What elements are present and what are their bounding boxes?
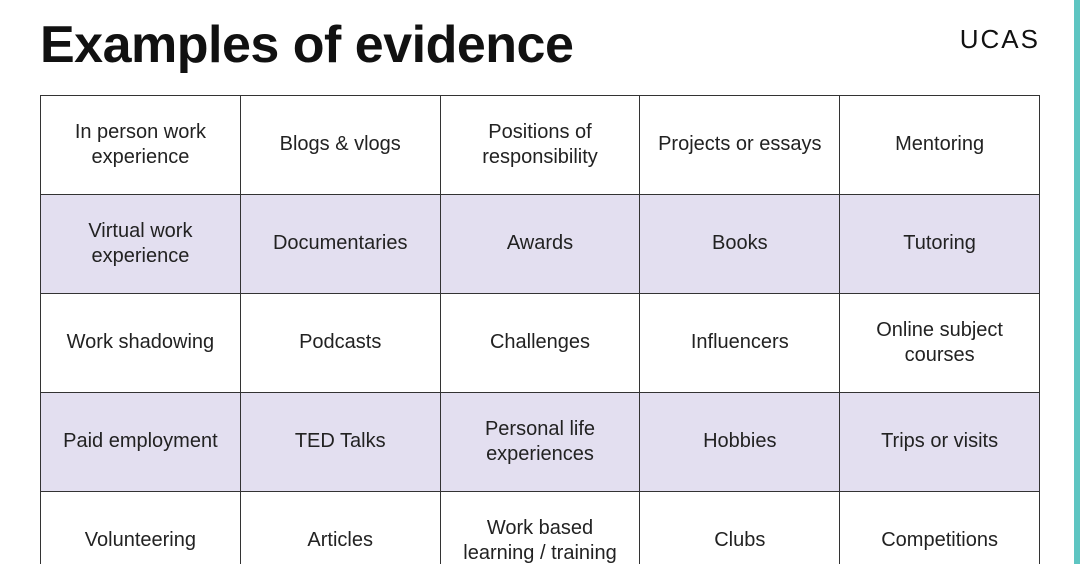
cell: Tutoring — [840, 194, 1040, 293]
cell: In person work experience — [41, 95, 241, 194]
cell: Online subject courses — [840, 293, 1040, 392]
slide-container: Examples of evidence UCAS In person work… — [0, 0, 1080, 564]
cell: Trips or visits — [840, 392, 1040, 491]
cell: Articles — [240, 491, 440, 564]
table-wrap: In person work experience Blogs & vlogs … — [40, 95, 1040, 564]
cell: Work based learning / training — [440, 491, 640, 564]
cell: TED Talks — [240, 392, 440, 491]
table-row: Work shadowing Podcasts Challenges Influ… — [41, 293, 1040, 392]
cell: Awards — [440, 194, 640, 293]
cell: Podcasts — [240, 293, 440, 392]
cell: Hobbies — [640, 392, 840, 491]
table-row: Volunteering Articles Work based learnin… — [41, 491, 1040, 564]
cell: Documentaries — [240, 194, 440, 293]
cell: Paid employment — [41, 392, 241, 491]
table-row: In person work experience Blogs & vlogs … — [41, 95, 1040, 194]
cell: Personal life experiences — [440, 392, 640, 491]
cell: Blogs & vlogs — [240, 95, 440, 194]
cell: Challenges — [440, 293, 640, 392]
page-title: Examples of evidence — [40, 18, 573, 73]
cell: Positions of responsibility — [440, 95, 640, 194]
cell: Mentoring — [840, 95, 1040, 194]
cell: Volunteering — [41, 491, 241, 564]
accent-bar — [1074, 0, 1080, 564]
cell: Clubs — [640, 491, 840, 564]
header: Examples of evidence UCAS — [40, 18, 1040, 73]
cell: Influencers — [640, 293, 840, 392]
cell: Virtual work experience — [41, 194, 241, 293]
cell: Competitions — [840, 491, 1040, 564]
table-row: Paid employment TED Talks Personal life … — [41, 392, 1040, 491]
cell: Projects or essays — [640, 95, 840, 194]
table-row: Virtual work experience Documentaries Aw… — [41, 194, 1040, 293]
cell: Books — [640, 194, 840, 293]
ucas-logo: UCAS — [960, 24, 1040, 55]
evidence-table: In person work experience Blogs & vlogs … — [40, 95, 1040, 564]
cell: Work shadowing — [41, 293, 241, 392]
